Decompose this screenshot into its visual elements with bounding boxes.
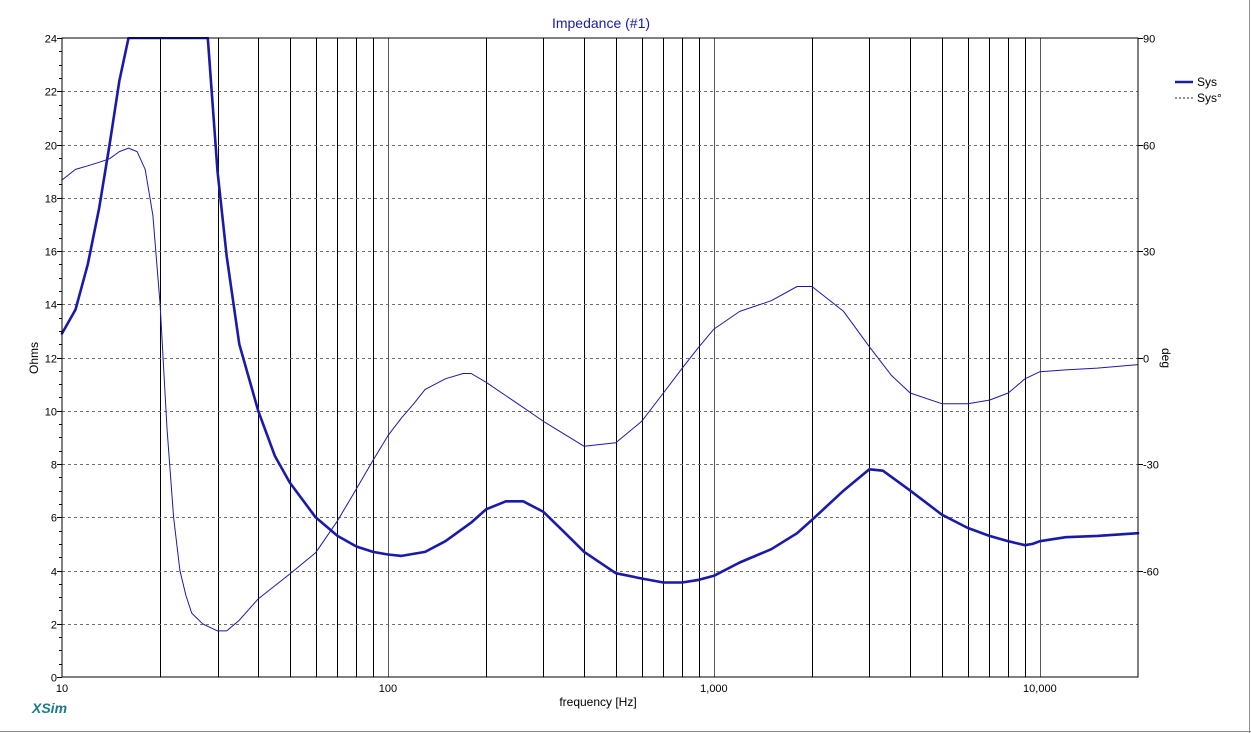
y-tick-label: 14 — [45, 300, 57, 312]
y-tick-label: 0 — [51, 673, 57, 685]
y-tick-label: 22 — [45, 87, 57, 99]
series-layer — [60, 0, 1140, 632]
y-tick-label: 2 — [51, 620, 57, 632]
y-tick-label: 6 — [51, 513, 57, 525]
y2-tick-label: 30 — [1143, 247, 1155, 259]
y-tick-label: 10 — [45, 407, 57, 419]
y-tick-label: 12 — [45, 354, 57, 366]
chart-title: Impedance (#1) — [552, 15, 650, 31]
x-tick-label: 10,000 — [1023, 683, 1057, 695]
y-tick-label: 18 — [45, 194, 57, 206]
legend-label-sys-phase: Sys° — [1197, 91, 1222, 105]
x-tick-label: 10 — [56, 683, 68, 695]
xsim-brand-logo: XSim — [31, 700, 67, 716]
y-tick-label: 4 — [51, 567, 57, 579]
y-tick-label: 24 — [45, 34, 57, 46]
y2-axis-label: deg — [1159, 348, 1173, 368]
legend-label-sys: Sys — [1197, 75, 1217, 89]
y-tick-label: 20 — [45, 141, 57, 153]
y-tick-label: 8 — [51, 460, 57, 472]
x-tick-label: 1,000 — [700, 683, 728, 695]
x-axis-label: frequency [Hz] — [559, 695, 636, 709]
y-axis-label: Ohms — [27, 342, 41, 374]
y2-tick-label: -30 — [1143, 460, 1159, 472]
series-line-sys — [60, 36, 1140, 584]
x-tick-label: 100 — [379, 683, 397, 695]
y2-tick-label: -60 — [1143, 567, 1159, 579]
y-tick-label: 16 — [45, 247, 57, 259]
legend: Sys Sys° — [1175, 75, 1222, 105]
series-line-sys-phase — [61, 147, 1139, 632]
grid — [62, 38, 1138, 677]
y2-tick-label: 0 — [1143, 354, 1149, 366]
plot-area-border — [61, 37, 1139, 678]
y2-tick-label: 90 — [1143, 34, 1155, 46]
plot-top-mask — [63, 0, 1138, 37]
y2-tick-label: 60 — [1143, 141, 1155, 153]
